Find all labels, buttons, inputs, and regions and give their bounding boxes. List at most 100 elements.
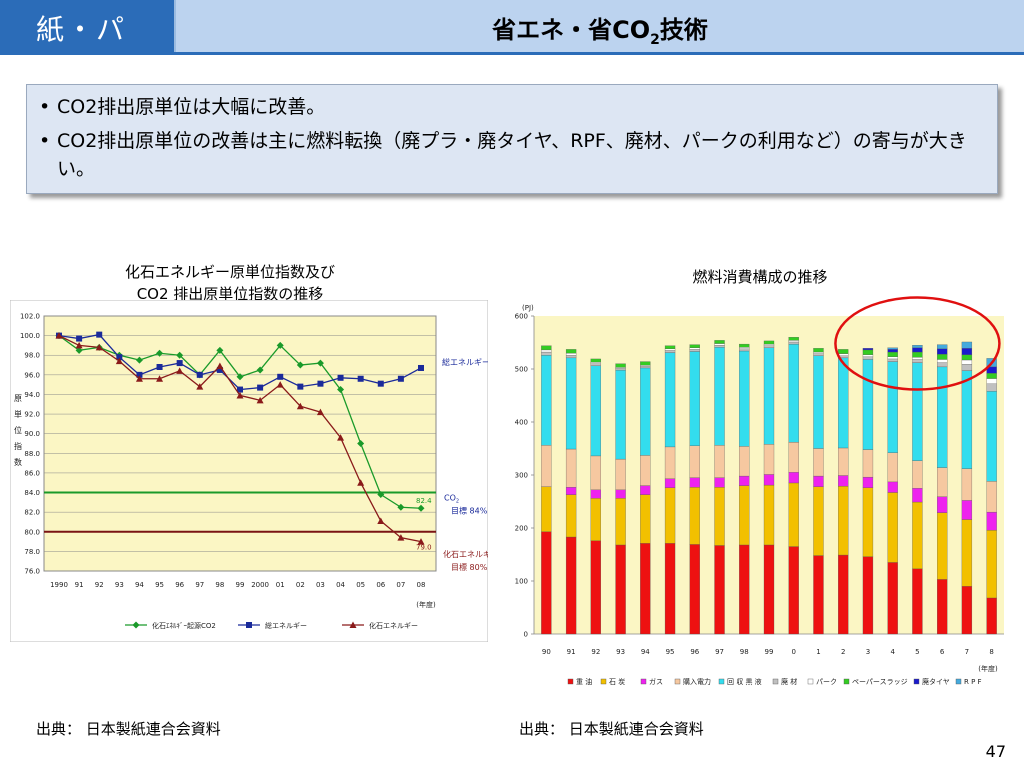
legend-marker bbox=[246, 622, 252, 628]
y-tick-label: 80.0 bbox=[24, 528, 40, 536]
bar-segment bbox=[763, 444, 775, 475]
bar-segment bbox=[590, 455, 601, 490]
legend-label: 化石ｴﾈﾙｷﾞｰ起源CO2 bbox=[152, 621, 216, 630]
bar-segment bbox=[739, 446, 750, 477]
bar-segment bbox=[887, 452, 898, 483]
bar-segment bbox=[739, 475, 750, 486]
legend-label: パーク bbox=[816, 678, 837, 686]
annotation-fossil-value: 79.0 bbox=[416, 544, 432, 552]
x-tick-label: 93 bbox=[115, 581, 124, 589]
data-point bbox=[176, 360, 183, 367]
x-tick-label: 5 bbox=[915, 648, 919, 656]
bar-segment bbox=[615, 489, 626, 499]
legend-label: ガス bbox=[649, 677, 663, 686]
legend-swatch bbox=[843, 678, 850, 685]
data-point bbox=[76, 335, 83, 342]
data-point bbox=[156, 375, 164, 382]
legend-swatch bbox=[718, 678, 725, 685]
bar-segment bbox=[912, 359, 923, 363]
bar-segment bbox=[937, 354, 948, 360]
bar-segment bbox=[763, 544, 775, 635]
bar-segment bbox=[862, 359, 874, 450]
y-tick-label: 84.0 bbox=[24, 489, 40, 497]
data-point bbox=[176, 367, 184, 374]
data-point bbox=[337, 374, 344, 381]
annotation-co2-value: 82.4 bbox=[416, 497, 432, 505]
bar-segment bbox=[887, 358, 898, 362]
data-point bbox=[297, 383, 304, 390]
bar-segment bbox=[541, 351, 552, 356]
legend-swatch bbox=[600, 678, 607, 685]
page-number: 47 bbox=[985, 742, 1006, 761]
x-tick-label: 98 bbox=[215, 581, 224, 589]
source-left: 出典： 日本製紙連合会資料 bbox=[36, 720, 221, 738]
bar-segment bbox=[887, 351, 898, 357]
legend-label: 回 収 黒 液 bbox=[727, 677, 762, 686]
data-point bbox=[357, 440, 365, 447]
bar-segment bbox=[887, 562, 898, 635]
data-point bbox=[96, 331, 103, 338]
x-tick-label: 04 bbox=[336, 581, 345, 589]
data-point bbox=[317, 380, 324, 387]
stacked-bar-chart: 0 100 200 300 400 500 600(PJ) 90 91 92 93 94 95 96 97 9… bbox=[496, 294, 1012, 690]
bar-segment bbox=[689, 351, 700, 446]
legend-label: R P F bbox=[964, 678, 982, 686]
annotation-fossil: 化石エネルギー bbox=[443, 549, 488, 559]
bar-segment bbox=[986, 373, 997, 379]
bar-segment bbox=[788, 441, 799, 473]
bar-segment bbox=[838, 349, 849, 354]
x-tick-label: 94 bbox=[135, 581, 144, 589]
bar-segment bbox=[887, 356, 898, 360]
bar-segment bbox=[763, 340, 775, 345]
bar-segment bbox=[912, 488, 923, 503]
bar-segment bbox=[788, 546, 799, 635]
bar-segment bbox=[788, 340, 799, 343]
bar-segment bbox=[565, 357, 577, 450]
bar-segment bbox=[640, 485, 651, 495]
x-tick-label: 91 bbox=[75, 581, 84, 589]
bar-segment bbox=[961, 468, 973, 501]
bar-segment bbox=[912, 347, 923, 353]
x-tick-label: 01 bbox=[276, 581, 285, 589]
bar-segment bbox=[961, 519, 973, 587]
bar-segment bbox=[862, 354, 874, 357]
bar-segment bbox=[541, 345, 552, 351]
legend-swatch bbox=[913, 678, 920, 685]
bar-segment bbox=[664, 543, 676, 635]
bar-segment bbox=[788, 472, 799, 484]
bar-segment bbox=[961, 341, 973, 349]
data-point bbox=[276, 341, 284, 349]
x-tick-label: 3 bbox=[866, 648, 870, 656]
x-tick-label: 93 bbox=[616, 648, 625, 656]
bar-segment bbox=[541, 349, 552, 353]
bar-segment bbox=[813, 486, 824, 556]
bar-segment bbox=[937, 467, 948, 497]
data-point bbox=[397, 534, 405, 541]
data-point bbox=[397, 375, 404, 382]
line-chart: 76.0 78.0 80.0 82.0 84.0 86.0 88.0 90.0 92.0 94.0… bbox=[10, 300, 488, 642]
x-tick-label: 07 bbox=[396, 581, 405, 589]
bar-segment bbox=[862, 348, 874, 351]
y-axis-label-char: 指 bbox=[14, 441, 22, 451]
y-tick-label: 92.0 bbox=[24, 411, 40, 419]
y-tick-label: 100.0 bbox=[20, 332, 40, 340]
x-tick-label: 1 bbox=[816, 648, 820, 656]
bar-segment bbox=[565, 349, 577, 354]
bar-segment bbox=[887, 347, 898, 350]
bar-segment bbox=[590, 498, 601, 541]
bar-segment bbox=[714, 477, 725, 488]
bar-segment bbox=[763, 474, 775, 486]
data-point bbox=[377, 517, 385, 524]
data-point bbox=[377, 380, 384, 387]
data-point bbox=[237, 386, 243, 393]
x-tick-label: 99 bbox=[765, 648, 774, 656]
data-point bbox=[55, 332, 63, 339]
legend-swatch bbox=[772, 678, 779, 685]
bar-segment bbox=[961, 354, 973, 361]
data-point bbox=[296, 361, 304, 369]
bar-segment bbox=[590, 358, 601, 363]
bar-segment bbox=[887, 349, 898, 353]
bar-segment bbox=[590, 489, 601, 499]
bar-segment bbox=[640, 366, 651, 369]
bar-segment bbox=[788, 482, 799, 547]
